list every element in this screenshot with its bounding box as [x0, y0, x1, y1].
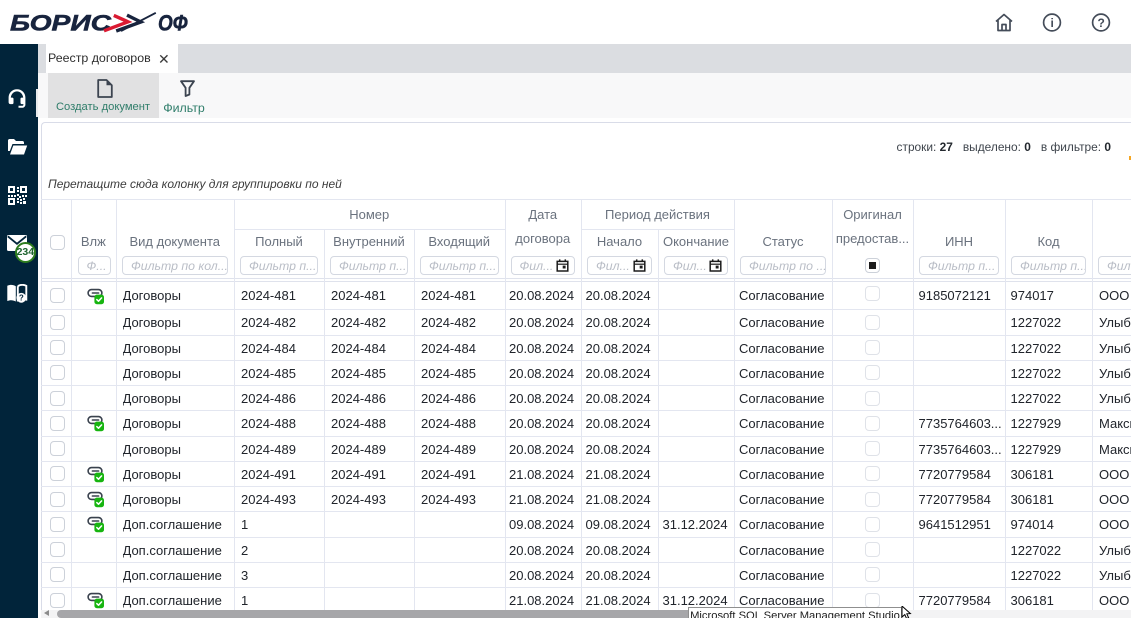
svg-text:?: ? [1098, 16, 1105, 30]
svg-text:?: ? [19, 294, 24, 303]
svg-text:i: i [1051, 16, 1054, 30]
svg-text:ОФ: ОФ [158, 11, 188, 35]
svg-text:БОРИС: БОРИС [10, 11, 113, 35]
